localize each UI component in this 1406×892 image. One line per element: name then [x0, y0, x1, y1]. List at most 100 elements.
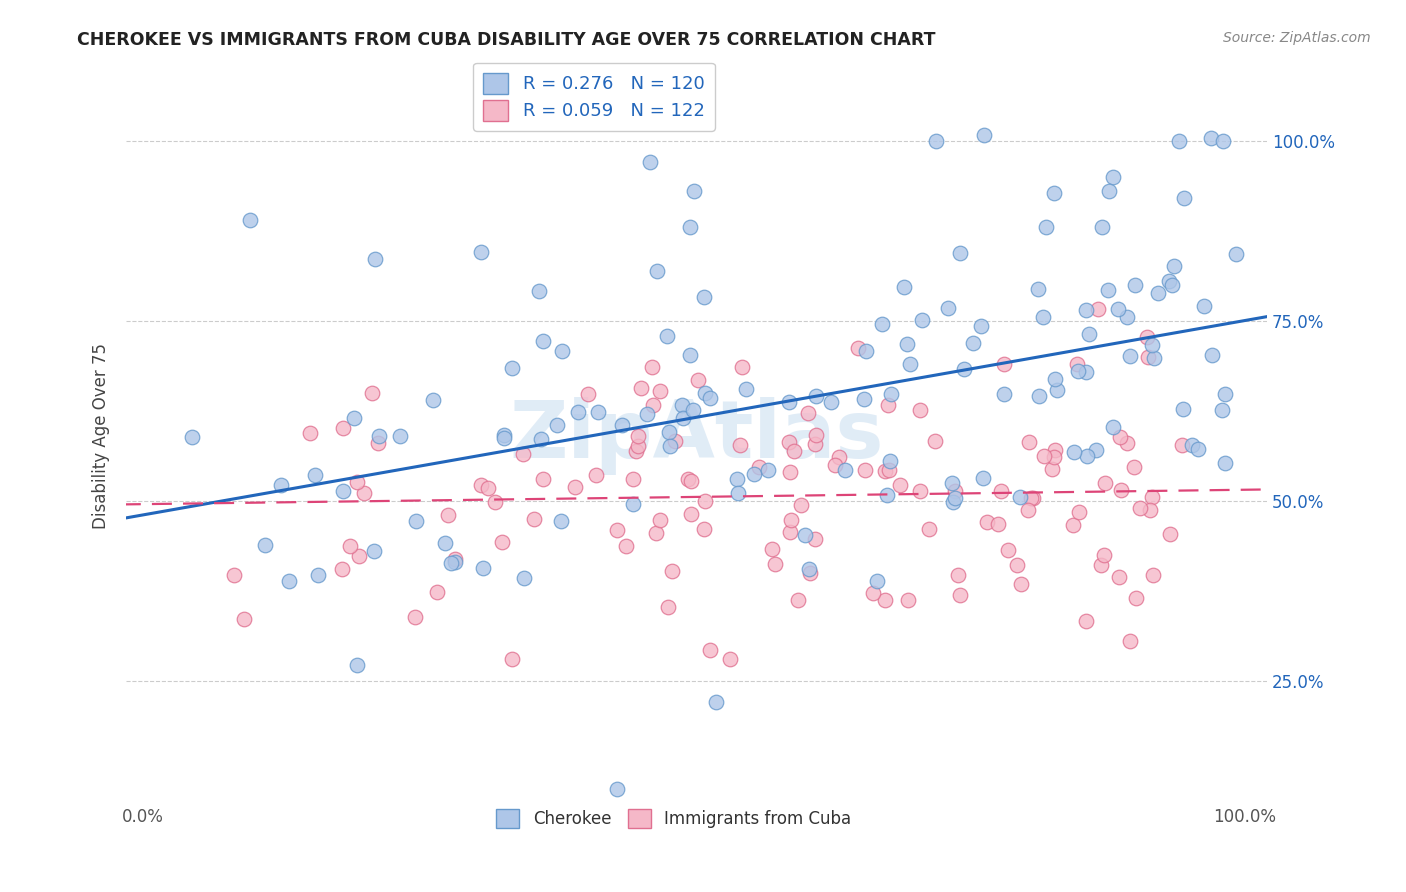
Point [621, 472, 644, 486]
Point [664, 434, 686, 449]
Point [530, 432, 553, 446]
Point [827, 450, 849, 464]
Point [853, 392, 876, 406]
Point [1074, 365, 1097, 379]
Point [630, 381, 652, 395]
Point [804, 428, 827, 442]
Text: Source: ZipAtlas.com: Source: ZipAtlas.com [1223, 31, 1371, 45]
Point [1142, 568, 1164, 582]
Point [1098, 184, 1121, 198]
Point [1125, 591, 1147, 605]
Point [1074, 614, 1097, 628]
Point [1040, 462, 1063, 476]
Point [1094, 476, 1116, 491]
Point [616, 540, 638, 554]
Point [942, 495, 965, 509]
Point [679, 348, 702, 362]
Point [1159, 527, 1181, 541]
Point [444, 552, 467, 566]
Point [1181, 437, 1204, 451]
Point [678, 471, 700, 485]
Point [1119, 349, 1142, 363]
Point [779, 465, 801, 479]
Point [624, 444, 647, 458]
Point [880, 387, 903, 401]
Point [897, 593, 920, 607]
Point [363, 543, 385, 558]
Point [661, 564, 683, 578]
Point [681, 507, 703, 521]
Point [405, 514, 427, 528]
Point [404, 609, 426, 624]
Point [866, 574, 889, 588]
Point [343, 411, 366, 425]
Point [253, 538, 276, 552]
Point [678, 219, 700, 234]
Point [1062, 517, 1084, 532]
Point [924, 434, 946, 448]
Point [627, 429, 650, 443]
Point [638, 155, 661, 169]
Point [368, 429, 391, 443]
Point [1018, 435, 1040, 450]
Point [546, 418, 568, 433]
Point [911, 313, 934, 327]
Point [425, 585, 447, 599]
Point [307, 567, 329, 582]
Point [627, 439, 650, 453]
Point [1119, 633, 1142, 648]
Point [1067, 506, 1090, 520]
Point [704, 695, 727, 709]
Point [586, 405, 609, 419]
Point [1022, 491, 1045, 505]
Point [1136, 351, 1159, 365]
Point [501, 361, 523, 376]
Point [1171, 401, 1194, 416]
Point [1074, 302, 1097, 317]
Point [936, 301, 959, 316]
Point [725, 472, 748, 486]
Legend: Cherokee, Immigrants from Cuba: Cherokee, Immigrants from Cuba [489, 803, 858, 835]
Text: CHEROKEE VS IMMIGRANTS FROM CUBA DISABILITY AGE OVER 75 CORRELATION CHART: CHEROKEE VS IMMIGRANTS FROM CUBA DISABIL… [77, 31, 936, 49]
Point [949, 246, 972, 260]
Point [1028, 389, 1050, 403]
Point [834, 463, 856, 477]
Point [1043, 450, 1066, 464]
Point [742, 467, 765, 482]
Point [491, 535, 513, 549]
Point [657, 600, 679, 615]
Point [748, 459, 770, 474]
Point [523, 512, 546, 526]
Point [778, 395, 800, 409]
Point [853, 463, 876, 477]
Point [339, 539, 361, 553]
Point [699, 642, 721, 657]
Point [804, 533, 827, 547]
Point [1092, 548, 1115, 562]
Point [990, 484, 1012, 499]
Point [1032, 310, 1054, 325]
Point [873, 464, 896, 478]
Point [1163, 260, 1185, 274]
Point [1066, 357, 1088, 371]
Point [222, 567, 245, 582]
Point [1143, 351, 1166, 365]
Point [470, 245, 492, 260]
Point [367, 436, 389, 450]
Point [641, 360, 664, 375]
Point [437, 508, 460, 522]
Point [1140, 338, 1163, 352]
Point [1167, 134, 1189, 148]
Point [695, 494, 717, 508]
Point [527, 285, 550, 299]
Point [671, 398, 693, 412]
Point [576, 386, 599, 401]
Point [650, 513, 672, 527]
Point [422, 393, 444, 408]
Point [645, 525, 668, 540]
Point [1087, 301, 1109, 316]
Point [952, 361, 974, 376]
Point [1101, 419, 1123, 434]
Point [1101, 169, 1123, 184]
Point [735, 382, 758, 396]
